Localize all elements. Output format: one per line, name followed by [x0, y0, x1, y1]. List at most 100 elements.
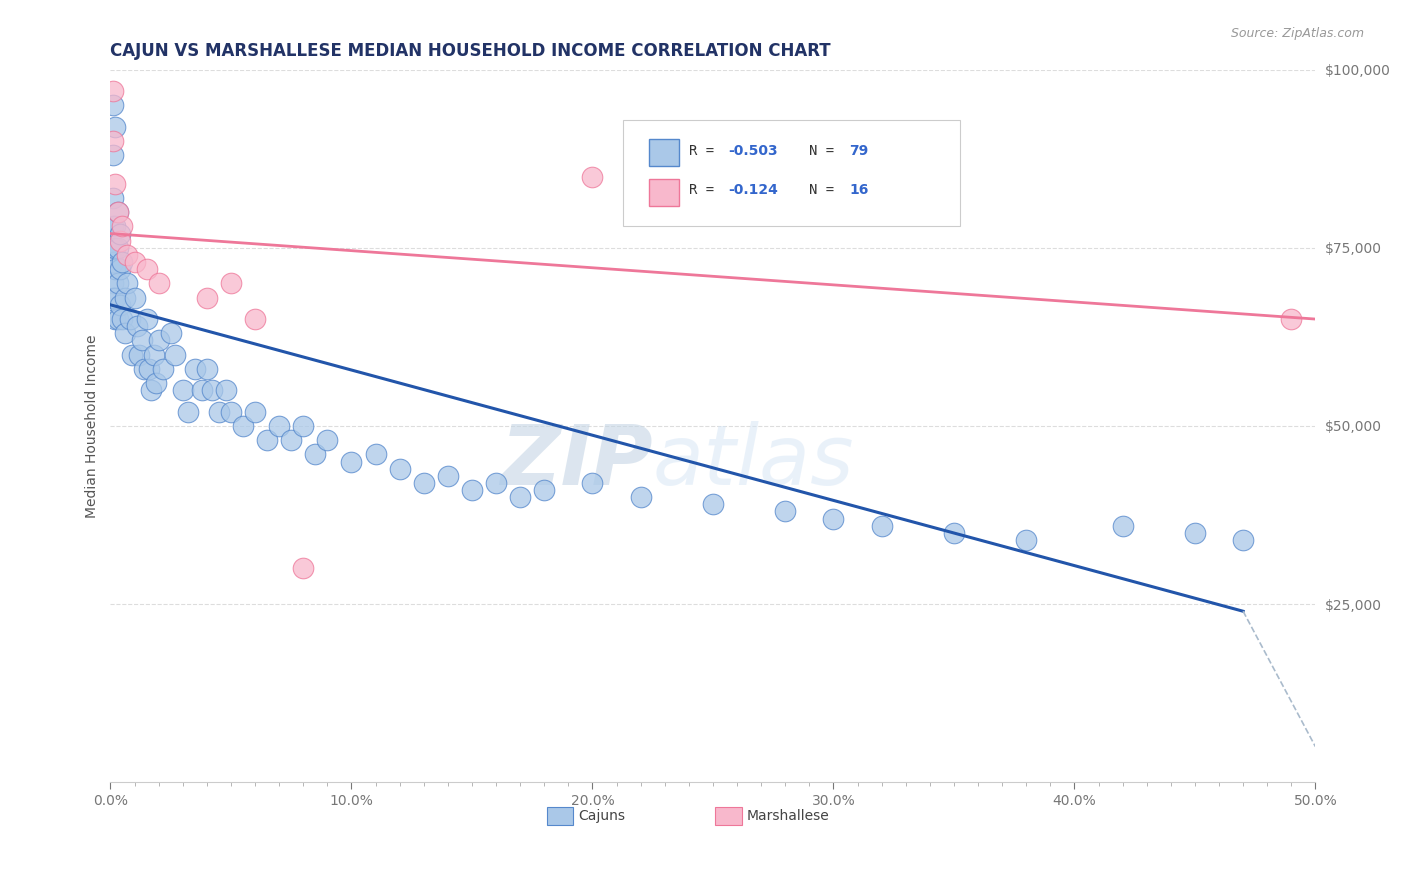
Text: ZIP: ZIP — [501, 421, 652, 502]
Y-axis label: Median Household Income: Median Household Income — [86, 334, 100, 517]
Point — [630, 490, 652, 504]
Point — [125, 319, 148, 334]
Point — [219, 405, 242, 419]
Point — [184, 362, 207, 376]
Point — [533, 483, 555, 497]
Point — [1111, 518, 1133, 533]
Point — [509, 490, 531, 504]
Point — [269, 419, 291, 434]
Point — [135, 312, 157, 326]
Point — [104, 262, 127, 277]
Point — [124, 291, 146, 305]
Point — [165, 348, 187, 362]
Point — [117, 277, 139, 291]
Point — [292, 419, 315, 434]
Bar — [650, 139, 679, 166]
Text: Cajuns: Cajuns — [578, 809, 624, 822]
Point — [364, 447, 387, 461]
Point — [101, 148, 124, 162]
Point — [436, 468, 458, 483]
Point — [152, 362, 174, 376]
Point — [121, 348, 143, 362]
Point — [340, 454, 363, 468]
Point — [111, 219, 134, 234]
Point — [114, 326, 136, 341]
Point — [1184, 525, 1206, 540]
Point — [101, 291, 124, 305]
Point — [104, 291, 127, 305]
Point — [702, 497, 724, 511]
Point — [485, 475, 508, 490]
Point — [131, 334, 153, 348]
Point — [108, 298, 131, 312]
Point — [256, 434, 278, 448]
Point — [388, 461, 411, 475]
Point — [107, 241, 129, 255]
Point — [107, 205, 129, 219]
Point — [176, 405, 198, 419]
Point — [101, 191, 124, 205]
Point — [104, 219, 127, 234]
Point — [581, 169, 603, 184]
Point — [581, 475, 603, 490]
Text: R =: R = — [689, 184, 723, 197]
Text: N =: N = — [810, 144, 842, 158]
Point — [104, 241, 127, 255]
Text: Source: ZipAtlas.com: Source: ZipAtlas.com — [1230, 27, 1364, 40]
Point — [243, 312, 266, 326]
Text: 79: 79 — [849, 144, 869, 158]
Point — [101, 134, 124, 148]
Point — [101, 219, 124, 234]
Point — [870, 518, 893, 533]
Point — [316, 434, 339, 448]
Point — [135, 262, 157, 277]
Point — [107, 312, 129, 326]
Text: -0.124: -0.124 — [728, 184, 779, 197]
Point — [104, 120, 127, 134]
Text: CAJUN VS MARSHALLESE MEDIAN HOUSEHOLD INCOME CORRELATION CHART: CAJUN VS MARSHALLESE MEDIAN HOUSEHOLD IN… — [111, 42, 831, 60]
Point — [124, 255, 146, 269]
Point — [412, 475, 434, 490]
Point — [215, 384, 238, 398]
Point — [1279, 312, 1302, 326]
Text: R =: R = — [689, 144, 723, 158]
Point — [201, 384, 224, 398]
Point — [107, 205, 129, 219]
Point — [104, 177, 127, 191]
Point — [101, 84, 124, 98]
Point — [1232, 533, 1254, 547]
Point — [773, 504, 796, 518]
Point — [111, 312, 134, 326]
Bar — [547, 807, 574, 825]
Text: Marshallese: Marshallese — [747, 809, 830, 822]
Point — [191, 384, 214, 398]
Point — [117, 248, 139, 262]
Point — [101, 241, 124, 255]
Point — [195, 362, 218, 376]
Point — [104, 312, 127, 326]
Point — [101, 255, 124, 269]
Point — [101, 98, 124, 112]
Point — [108, 262, 131, 277]
Point — [461, 483, 484, 497]
Point — [823, 511, 845, 525]
Point — [208, 405, 231, 419]
Point — [172, 384, 194, 398]
Point — [108, 234, 131, 248]
Point — [159, 326, 181, 341]
Point — [108, 227, 131, 241]
Point — [142, 348, 165, 362]
Point — [141, 384, 163, 398]
Bar — [716, 807, 742, 825]
Point — [101, 277, 124, 291]
Point — [134, 362, 156, 376]
Point — [232, 419, 254, 434]
Text: -0.503: -0.503 — [728, 144, 778, 158]
Point — [118, 312, 141, 326]
Point — [145, 376, 167, 391]
Point — [942, 525, 965, 540]
Point — [107, 277, 129, 291]
Bar — [650, 179, 679, 206]
Text: atlas: atlas — [652, 421, 855, 502]
Point — [111, 255, 134, 269]
